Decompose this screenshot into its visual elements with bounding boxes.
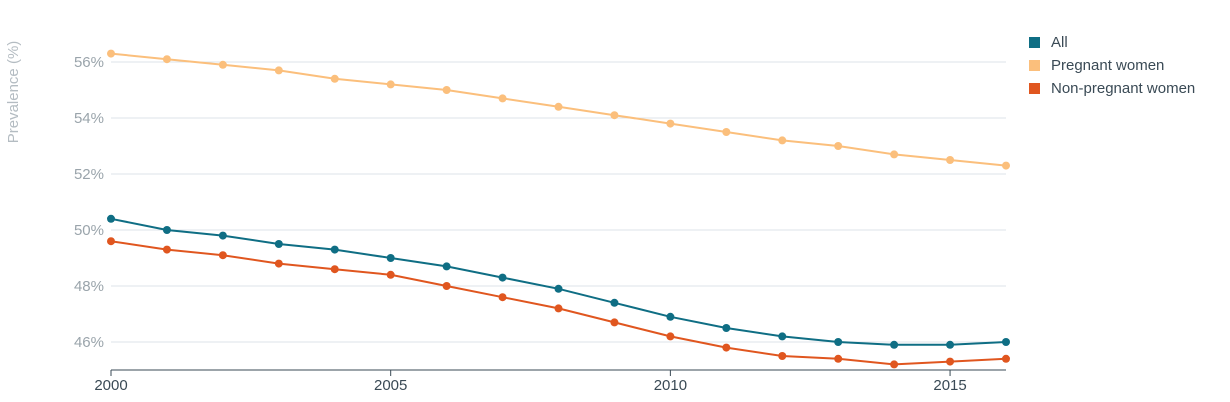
series-line-non-pregnant-women bbox=[110, 240, 1007, 366]
point-non-pregnant-women-2013[interactable] bbox=[834, 354, 843, 363]
legend-swatch-all bbox=[1029, 37, 1040, 48]
legend-item-pregnant-women[interactable]: Pregnant women bbox=[1029, 57, 1164, 74]
point-non-pregnant-women-2002[interactable] bbox=[218, 251, 227, 260]
point-all-2006[interactable] bbox=[442, 262, 451, 271]
point-all-2000[interactable] bbox=[107, 214, 115, 223]
point-pregnant-women-2011[interactable] bbox=[722, 128, 731, 136]
point-non-pregnant-women-2004[interactable] bbox=[330, 265, 339, 274]
point-pregnant-women-2009[interactable] bbox=[610, 111, 619, 120]
point-pregnant-women-2012[interactable] bbox=[778, 136, 787, 145]
point-all-2008[interactable] bbox=[554, 284, 563, 293]
point-pregnant-women-2013[interactable] bbox=[834, 142, 843, 150]
point-pregnant-women-2010[interactable] bbox=[666, 119, 675, 128]
point-all-2009[interactable] bbox=[610, 298, 619, 307]
legend-label-all: All bbox=[1051, 34, 1068, 51]
x-tick-label-2000: 2000 bbox=[94, 377, 127, 394]
point-all-2004[interactable] bbox=[330, 245, 339, 254]
y-tick-label-46: 46% bbox=[74, 334, 104, 351]
point-non-pregnant-women-2001[interactable] bbox=[162, 245, 171, 254]
point-pregnant-women-2000[interactable] bbox=[107, 49, 115, 58]
x-axis: 2000 2005 2010 2015 bbox=[94, 369, 1006, 394]
series-line-all bbox=[110, 217, 1007, 346]
point-all-2011[interactable] bbox=[722, 324, 731, 332]
point-non-pregnant-women-2000[interactable] bbox=[107, 237, 115, 246]
point-all-2014[interactable] bbox=[890, 340, 899, 349]
point-pregnant-women-2014[interactable] bbox=[890, 150, 899, 159]
point-non-pregnant-women-2007[interactable] bbox=[498, 293, 507, 302]
point-non-pregnant-women-2012[interactable] bbox=[778, 352, 787, 360]
point-non-pregnant-women-2006[interactable] bbox=[442, 282, 451, 290]
point-all-2015[interactable] bbox=[946, 340, 955, 349]
legend-swatch-pregnant-women bbox=[1029, 60, 1040, 71]
y-axis-label: Prevalence (%) bbox=[5, 41, 22, 144]
point-all-2005[interactable] bbox=[386, 254, 395, 262]
point-non-pregnant-women-2005[interactable] bbox=[386, 270, 395, 279]
point-pregnant-women-2006[interactable] bbox=[442, 86, 451, 94]
y-tick-label-50: 50% bbox=[74, 222, 104, 239]
y-tick-label-56: 56% bbox=[74, 54, 104, 71]
point-all-2012[interactable] bbox=[778, 332, 787, 341]
point-all-2016[interactable] bbox=[1002, 338, 1010, 346]
series-non-pregnant-women bbox=[107, 237, 1010, 369]
point-all-2007[interactable] bbox=[498, 273, 507, 282]
point-pregnant-women-2004[interactable] bbox=[330, 74, 339, 83]
point-non-pregnant-women-2015[interactable] bbox=[946, 357, 955, 366]
point-pregnant-women-2007[interactable] bbox=[498, 94, 507, 103]
legend-label-pregnant-women: Pregnant women bbox=[1051, 57, 1164, 74]
series-pregnant-women bbox=[107, 49, 1010, 170]
y-tick-label-54: 54% bbox=[74, 110, 104, 127]
legend: All Pregnant women Non-pregnant women bbox=[1029, 34, 1195, 97]
y-axis-ticks: 46% 48% 50% 52% 54% 56% bbox=[74, 54, 104, 351]
point-pregnant-women-2001[interactable] bbox=[162, 55, 171, 64]
point-non-pregnant-women-2008[interactable] bbox=[554, 304, 563, 313]
point-non-pregnant-women-2011[interactable] bbox=[722, 343, 731, 352]
point-pregnant-women-2003[interactable] bbox=[274, 66, 283, 75]
x-tick-label-2015: 2015 bbox=[933, 377, 966, 394]
legend-label-non-pregnant-women: Non-pregnant women bbox=[1051, 80, 1195, 97]
point-pregnant-women-2005[interactable] bbox=[386, 80, 395, 89]
x-tick-label-2010: 2010 bbox=[654, 377, 687, 394]
point-non-pregnant-women-2010[interactable] bbox=[666, 332, 675, 341]
legend-item-all[interactable]: All bbox=[1029, 34, 1068, 51]
x-tick-label-2005: 2005 bbox=[374, 377, 407, 394]
point-all-2001[interactable] bbox=[162, 226, 171, 234]
series-all bbox=[107, 214, 1010, 349]
point-pregnant-women-2002[interactable] bbox=[218, 60, 227, 69]
point-non-pregnant-women-2003[interactable] bbox=[274, 259, 283, 268]
point-all-2002[interactable] bbox=[218, 231, 227, 240]
point-all-2003[interactable] bbox=[274, 240, 283, 248]
point-non-pregnant-women-2016[interactable] bbox=[1002, 354, 1010, 363]
point-all-2010[interactable] bbox=[666, 312, 675, 321]
series-lines bbox=[107, 49, 1010, 369]
point-pregnant-women-2008[interactable] bbox=[554, 102, 563, 111]
point-pregnant-women-2015[interactable] bbox=[946, 156, 955, 164]
legend-item-non-pregnant-women[interactable]: Non-pregnant women bbox=[1029, 80, 1195, 97]
point-non-pregnant-women-2009[interactable] bbox=[610, 318, 619, 327]
y-tick-label-52: 52% bbox=[74, 166, 104, 183]
point-pregnant-women-2016[interactable] bbox=[1002, 161, 1010, 170]
point-all-2013[interactable] bbox=[834, 338, 843, 346]
y-tick-label-48: 48% bbox=[74, 278, 104, 295]
legend-swatch-non-pregnant-women bbox=[1029, 83, 1040, 94]
point-non-pregnant-women-2014[interactable] bbox=[890, 360, 899, 369]
